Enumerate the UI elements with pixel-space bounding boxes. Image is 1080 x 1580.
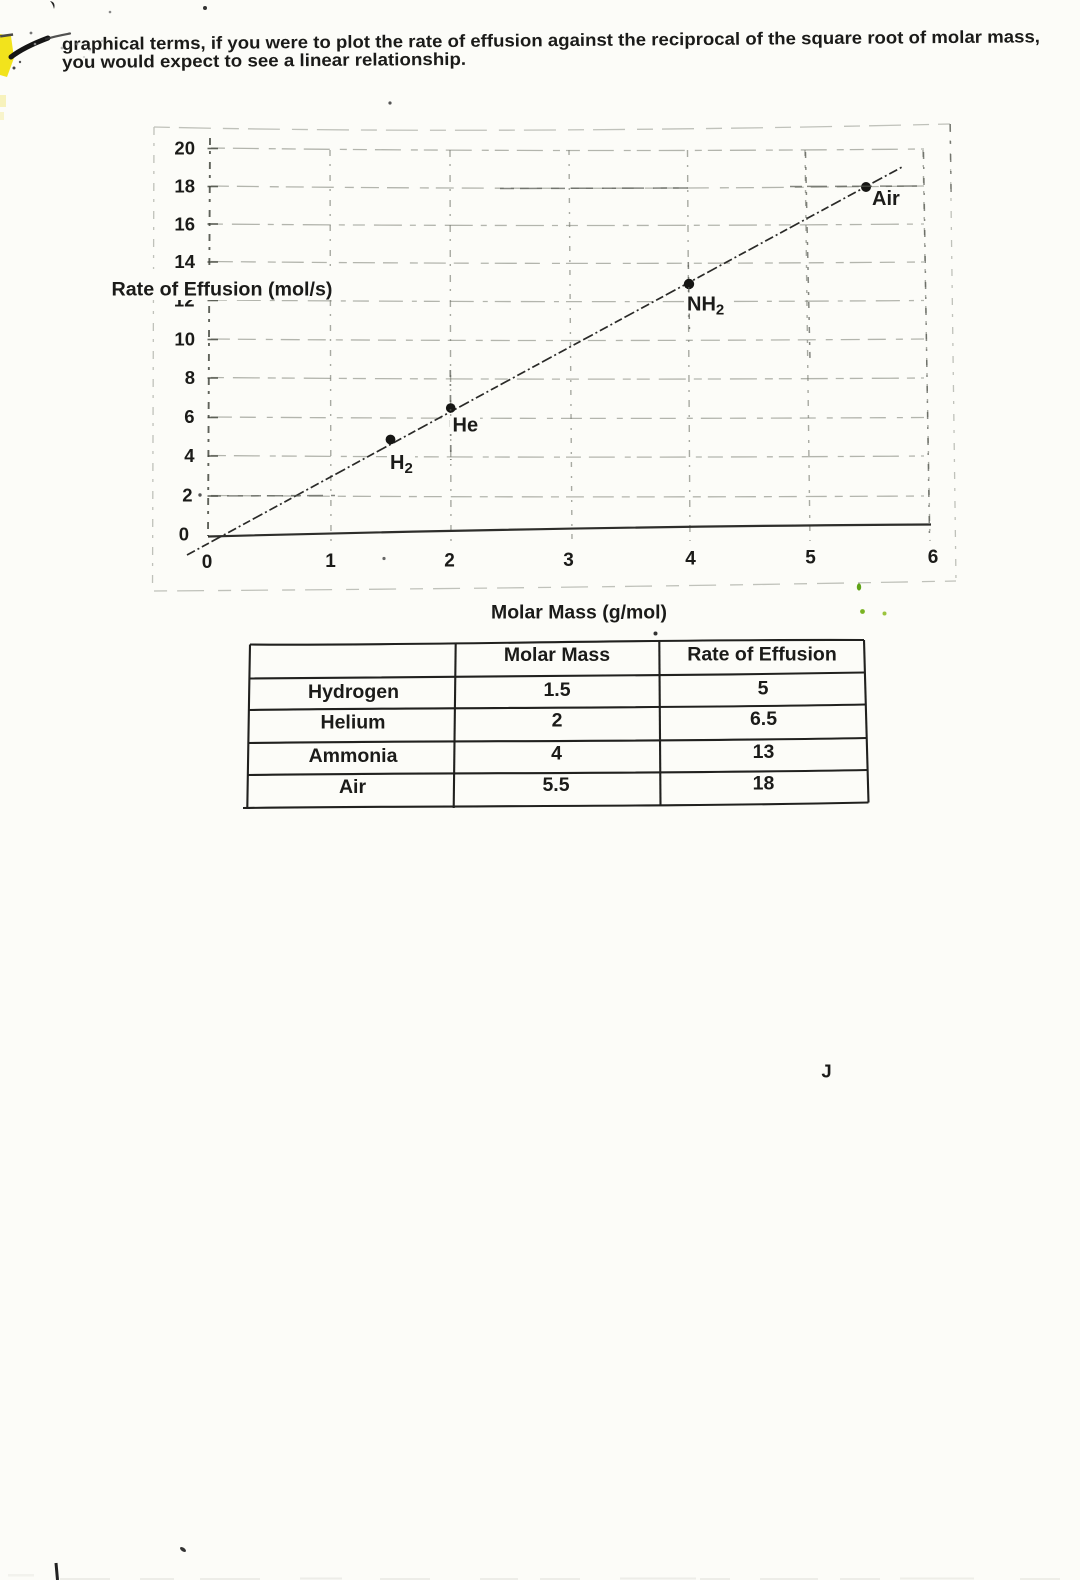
svg-text:6.5: 6.5 <box>750 708 777 730</box>
svg-text:14: 14 <box>174 251 195 272</box>
svg-text:18: 18 <box>753 773 775 795</box>
svg-text:He: He <box>453 415 479 437</box>
svg-text:Molar Mass: Molar Mass <box>504 644 610 666</box>
svg-text:10: 10 <box>174 329 195 350</box>
svg-text:4: 4 <box>551 743 562 765</box>
svg-text:Molar Mass (g/mol): Molar Mass (g/mol) <box>491 602 667 624</box>
svg-text:6: 6 <box>928 547 939 568</box>
svg-text:4: 4 <box>184 445 195 466</box>
svg-text:Ammonia: Ammonia <box>309 745 398 767</box>
svg-text:18: 18 <box>174 176 195 197</box>
svg-text:1: 1 <box>325 551 336 572</box>
svg-text:Hydrogen: Hydrogen <box>308 681 399 703</box>
svg-text:3: 3 <box>563 550 574 571</box>
svg-text:16: 16 <box>174 214 195 235</box>
svg-text:Helium: Helium <box>320 712 385 734</box>
svg-text:4: 4 <box>685 549 696 570</box>
svg-text:Rate of Effusion (mol/s): Rate of Effusion (mol/s) <box>112 278 333 300</box>
svg-text:20: 20 <box>174 138 195 159</box>
svg-text:5.5: 5.5 <box>542 774 569 796</box>
svg-text:0: 0 <box>202 552 213 573</box>
svg-text:Air: Air <box>339 776 367 798</box>
svg-text:2: 2 <box>182 485 192 506</box>
svg-text:Air: Air <box>872 188 900 210</box>
svg-text:5: 5 <box>758 678 769 700</box>
svg-text:6: 6 <box>184 406 194 427</box>
svg-text:J: J <box>821 1061 831 1082</box>
svg-text:2: 2 <box>552 710 563 732</box>
svg-text:0: 0 <box>179 524 189 545</box>
svg-text:you would expect to see a line: you would expect to see a linear relatio… <box>62 49 466 72</box>
svg-text:2: 2 <box>444 551 455 572</box>
svg-text:13: 13 <box>753 741 775 763</box>
svg-text:8: 8 <box>185 367 195 388</box>
svg-text:Rate of Effusion: Rate of Effusion <box>687 644 837 666</box>
svg-text:1.5: 1.5 <box>543 679 570 701</box>
svg-text:5: 5 <box>805 548 816 569</box>
